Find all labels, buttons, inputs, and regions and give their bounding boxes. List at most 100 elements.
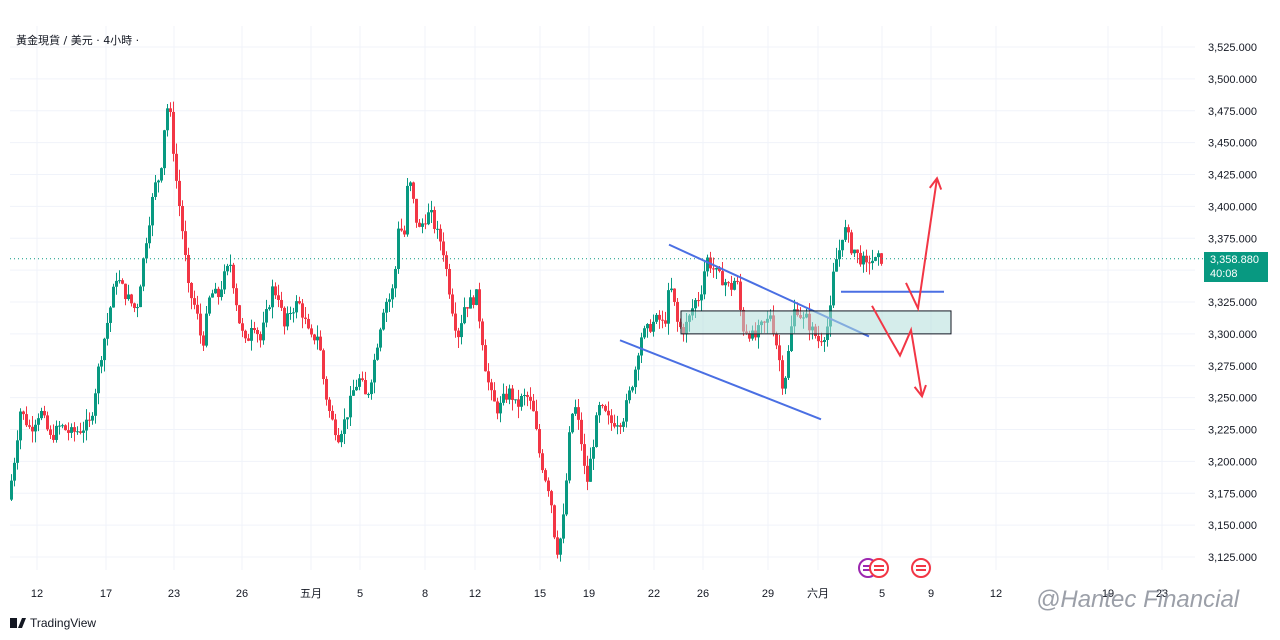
candle-body: [613, 423, 616, 427]
candle-body: [472, 297, 475, 305]
candle-body: [352, 390, 355, 396]
candle: [283, 306, 286, 335]
candle-body: [496, 401, 499, 414]
candle-body: [445, 255, 448, 269]
candle: [343, 408, 346, 444]
candle: [856, 249, 859, 264]
candle-body: [577, 407, 580, 420]
event-icon-stripe: [863, 569, 873, 571]
candle-body: [295, 301, 298, 313]
candle-body: [562, 514, 565, 539]
candle: [535, 399, 538, 431]
time-axis[interactable]: 12 17 23 26 五月 5 8 12 15 19 22 26 29 六月 5 9 12 19 23: [31, 587, 1168, 600]
candle-body: [658, 314, 661, 320]
price-tick-label: 3,300.000: [1208, 329, 1257, 341]
price-axis[interactable]: 3,125.000 3,150.000 3,175.000 3,200.000 3,22…: [1208, 42, 1257, 564]
candle: [478, 282, 481, 329]
candle: [472, 295, 475, 309]
candle-body: [637, 355, 640, 370]
candle: [676, 298, 679, 332]
candle-body: [82, 430, 85, 433]
time-tick-label: 12: [469, 588, 481, 600]
candle: [592, 439, 595, 470]
candle: [499, 396, 502, 423]
candle: [22, 410, 25, 420]
candle-body: [163, 130, 166, 169]
candle-body: [325, 378, 328, 400]
candle-body: [73, 427, 76, 432]
candle-body: [13, 462, 16, 481]
time-tick-label: 五月: [300, 588, 322, 600]
candle-body: [202, 335, 205, 346]
candle-body: [97, 366, 100, 394]
candle: [277, 284, 280, 308]
price-tick-label: 3,475.000: [1208, 106, 1257, 118]
candle-body: [160, 168, 163, 181]
candle: [163, 129, 166, 176]
candle-body: [382, 312, 385, 330]
candle-body: [850, 232, 853, 254]
candle: [604, 404, 607, 413]
candle: [187, 247, 190, 293]
candle: [184, 220, 187, 262]
tradingview-brand[interactable]: TradingView: [10, 616, 96, 630]
candle: [670, 277, 673, 293]
candle: [370, 379, 373, 400]
candle-body: [505, 393, 508, 400]
candle: [820, 332, 823, 346]
candle-body: [724, 282, 727, 286]
candle: [265, 299, 268, 328]
candle-body: [586, 465, 589, 482]
candle: [655, 312, 658, 324]
candle-body: [667, 290, 670, 324]
candle-body: [289, 313, 292, 315]
candle: [160, 167, 163, 183]
candle: [181, 200, 184, 240]
bullish-arrow-head: [928, 176, 943, 190]
candle: [508, 384, 511, 405]
candle-body: [346, 417, 349, 420]
candle: [259, 331, 262, 348]
candle: [43, 405, 46, 419]
candle: [34, 419, 37, 443]
candle: [664, 311, 667, 327]
candle: [391, 284, 394, 308]
candle: [46, 411, 49, 432]
candle: [721, 262, 724, 286]
candle-body: [148, 225, 151, 244]
candle: [190, 282, 193, 310]
candle: [436, 220, 439, 239]
price-tick-label: 3,225.000: [1208, 425, 1257, 437]
candle: [394, 266, 397, 298]
candle: [532, 393, 535, 412]
candle-body: [34, 424, 37, 432]
candle-body: [424, 223, 427, 225]
candle-body: [550, 491, 553, 506]
candle-body: [58, 425, 61, 427]
candle: [730, 275, 733, 297]
candle: [712, 257, 715, 278]
time-tick-label: 六月: [807, 587, 829, 600]
candle-body: [37, 418, 40, 425]
time-tick-label: 26: [236, 588, 248, 600]
candle-body: [331, 410, 334, 420]
candle: [832, 262, 835, 309]
price-tick-label: 3,150.000: [1208, 520, 1257, 532]
candle: [523, 388, 526, 406]
candle-body: [646, 324, 649, 329]
candle: [835, 247, 838, 272]
candle-body: [583, 444, 586, 466]
price-tick-label: 3,375.000: [1208, 233, 1257, 245]
candle-body: [217, 288, 220, 298]
candle-body: [568, 432, 571, 481]
candle: [352, 379, 355, 396]
candle: [841, 239, 844, 257]
candle-body: [703, 271, 706, 295]
candle: [427, 203, 430, 226]
candle: [88, 412, 91, 427]
candle: [433, 206, 436, 234]
candle: [55, 420, 58, 443]
candle-body: [274, 286, 277, 296]
candle: [838, 239, 841, 267]
